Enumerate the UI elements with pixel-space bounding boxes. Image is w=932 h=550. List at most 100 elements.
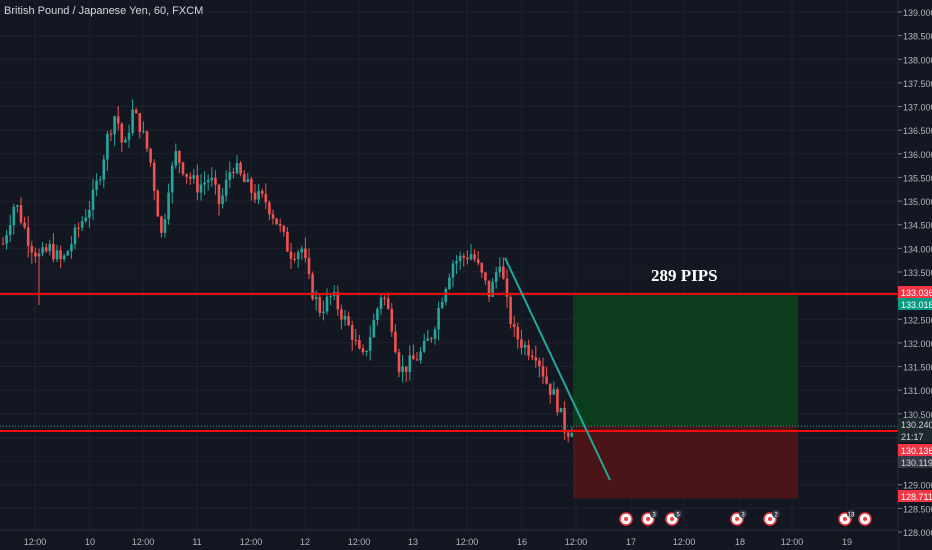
candle-body <box>8 225 12 236</box>
event-marker-dot <box>843 517 847 521</box>
event-marker[interactable] <box>619 512 633 526</box>
event-marker[interactable]: 3 <box>641 510 658 526</box>
trendline <box>504 257 611 481</box>
candle-body <box>138 113 142 133</box>
event-marker[interactable]: 2 <box>763 510 780 526</box>
candle-body <box>322 311 325 314</box>
time-tick-label: 12:00 <box>132 537 155 547</box>
price-label-bg <box>898 490 932 502</box>
time-tick-label: 12:00 <box>348 537 371 547</box>
candle-body <box>210 177 214 181</box>
candle-body <box>480 263 484 273</box>
pips-annotation: 289 PIPS <box>651 266 718 285</box>
candle-body <box>156 190 160 217</box>
candle-body <box>214 177 217 185</box>
candle-body <box>350 325 354 340</box>
time-tick-label: 12:00 <box>565 537 588 547</box>
candle-body <box>109 133 113 135</box>
price-label: 133.036 <box>901 288 932 298</box>
candle-body <box>559 407 563 413</box>
candle-body <box>383 297 386 299</box>
candle-body <box>325 296 329 312</box>
time-tick-label: 13 <box>408 537 418 547</box>
candle-body <box>19 205 23 223</box>
candle-body <box>275 218 278 225</box>
event-marker[interactable] <box>858 512 872 526</box>
event-marker[interactable]: 5 <box>665 510 682 526</box>
candle-body <box>131 109 134 133</box>
candle-body <box>512 323 516 327</box>
candle-body <box>239 163 242 174</box>
candle-body <box>12 206 16 226</box>
candle-body <box>102 159 106 180</box>
time-tick-label: 12:00 <box>24 537 47 547</box>
candle-body <box>16 205 19 207</box>
event-count: 3 <box>741 513 745 519</box>
event-count-badge <box>650 510 658 518</box>
price-tick-label: 135.000 <box>903 197 932 207</box>
candle-body <box>368 337 372 351</box>
candle-body <box>196 175 199 193</box>
time-tick-label: 10 <box>85 537 95 547</box>
candle-body <box>426 338 430 341</box>
candle-body <box>390 308 394 332</box>
candle-body <box>113 116 116 135</box>
event-count-badge <box>772 510 780 518</box>
candle-body <box>394 331 397 353</box>
candle-body <box>188 176 192 179</box>
candle-body <box>174 151 178 166</box>
candle-body <box>271 214 275 219</box>
price-tick-label: 130.500 <box>903 410 932 420</box>
candle-body <box>278 224 282 226</box>
event-marker[interactable]: 3 <box>730 510 747 526</box>
candle-body <box>145 131 149 149</box>
event-count: 3 <box>652 513 656 519</box>
candle-body <box>530 355 534 358</box>
candle-body <box>253 192 257 200</box>
price-tick-label: 136.500 <box>903 126 932 136</box>
candle-body <box>498 266 502 273</box>
candle-body <box>66 251 70 256</box>
time-tick-label: 17 <box>626 537 636 547</box>
candle-body <box>548 383 552 395</box>
candle-body <box>354 339 358 341</box>
candle-body <box>437 307 440 330</box>
price-label: 21:17 <box>901 432 924 442</box>
candle-body <box>224 179 228 196</box>
candle-body <box>552 389 556 395</box>
candle-body <box>401 366 404 373</box>
candle-body <box>343 316 347 320</box>
profit-zone <box>573 294 798 427</box>
candle-body <box>314 297 318 300</box>
price-tick-label: 135.500 <box>903 173 932 183</box>
candle-body <box>404 366 408 372</box>
price-tick-label: 139.000 <box>903 8 932 18</box>
price-label: 130.136 <box>901 446 932 456</box>
candle-body <box>5 235 8 244</box>
price-label-bg <box>898 456 932 468</box>
candle-body <box>48 244 52 252</box>
price-label-bg <box>898 430 932 442</box>
candle-body <box>1 243 5 245</box>
candle-body <box>340 309 343 320</box>
event-count-badge <box>674 510 682 518</box>
candle-body <box>52 244 55 260</box>
price-tick-label: 128.000 <box>903 528 932 538</box>
candle-body <box>34 252 37 257</box>
candle-body <box>203 182 206 185</box>
candle-body <box>221 195 224 204</box>
candle-body <box>257 190 260 200</box>
price-tick-label: 138.500 <box>903 32 932 42</box>
price-label: 130.119 <box>901 458 932 468</box>
event-count-badge <box>739 510 747 518</box>
candle-body <box>250 179 253 193</box>
candle-body <box>149 148 152 163</box>
price-label-bg <box>898 286 932 298</box>
candle-body <box>62 255 66 260</box>
event-marker[interactable]: 13 <box>838 510 855 526</box>
candle-body <box>152 162 156 191</box>
candle-body <box>185 173 188 177</box>
candle-body <box>379 297 383 309</box>
